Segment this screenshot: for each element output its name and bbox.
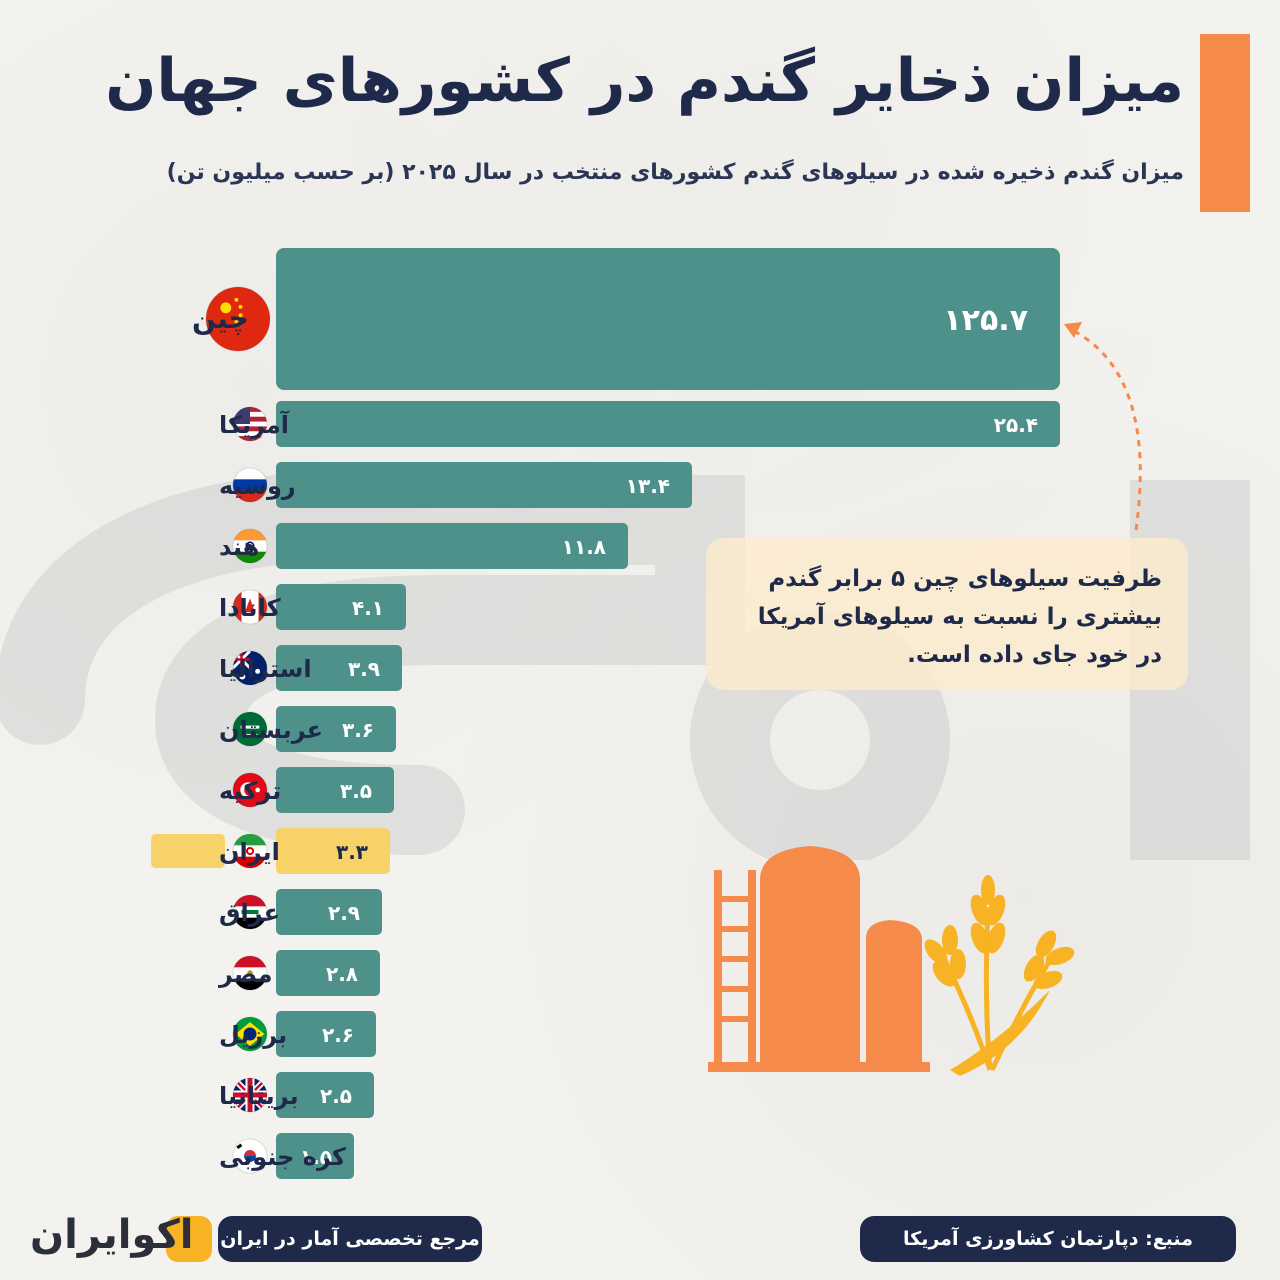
australia-flag-icon (232, 650, 268, 686)
category-label: روسیه (219, 472, 296, 500)
bar (276, 462, 692, 508)
data-label: ۲.۵ (320, 1084, 352, 1108)
silo-icon (708, 846, 930, 1072)
iran-flag-icon (232, 833, 268, 869)
wheat-icon (924, 875, 1075, 1076)
highlight-label-bg (151, 834, 225, 868)
bar (276, 401, 1060, 447)
canada-flag-icon (232, 589, 268, 625)
category-label: برزیل (219, 1021, 287, 1049)
category-label: آمریکا (219, 410, 290, 439)
category-label: بریتانیا (219, 1082, 299, 1110)
saudi-flag-icon (232, 711, 268, 747)
page-title: میزان ذخایر گندم در کشورهای جهان (105, 46, 1184, 116)
data-label: ۳.۹ (348, 657, 380, 681)
data-label: ۲.۸ (326, 962, 358, 986)
tagline-label: مرجع تخصصی آمار در ایران (218, 1216, 482, 1262)
callout-line: ظرفیت سیلوهای چین ۵ برابر گندم (768, 566, 1162, 592)
data-label: ۱۱.۸ (562, 535, 606, 559)
bar (276, 950, 380, 996)
bar (276, 1011, 376, 1057)
bar (276, 1133, 354, 1179)
turkey-flag-icon (232, 772, 268, 808)
russia-flag-icon (232, 467, 268, 503)
category-label: چین (192, 302, 249, 335)
data-label: ۳.۶ (342, 718, 374, 742)
egypt-flag-icon (232, 955, 268, 991)
category-label: هند (219, 533, 259, 561)
silo-wheat-illustration (708, 846, 1075, 1076)
category-label: کانادا (219, 594, 281, 622)
category-label: ترکیه (219, 777, 281, 805)
callout-note: ظرفیت سیلوهای چین ۵ برابر گندم بیشتری را… (706, 538, 1188, 690)
source-label: منبع: دپارتمان کشاورزی آمریکا (860, 1216, 1236, 1262)
arrow-head-icon (1064, 322, 1082, 338)
category-label: استرالیا (219, 655, 312, 683)
callout-line: در خود جای داده است. (907, 642, 1162, 668)
bar (276, 706, 396, 752)
bar (276, 828, 390, 874)
data-label: ۳.۵ (340, 779, 372, 803)
data-label: ۳.۳ (336, 840, 368, 864)
bar (276, 523, 628, 569)
brazil-flag-icon (232, 1016, 268, 1052)
india-flag-icon (232, 528, 268, 564)
category-label: ایران (219, 838, 280, 866)
brand-logo-icon (166, 1216, 212, 1262)
callout-line: بیشتری را نسبت به سیلوهای آمریکا (757, 604, 1162, 630)
category-label: کره جنوبی (219, 1143, 346, 1171)
data-label: ۱۳.۴ (626, 474, 670, 498)
data-label: ۲۵.۴ (994, 413, 1038, 437)
data-label: ۱۲۵.۷ (943, 303, 1028, 338)
bar (276, 889, 382, 935)
page-subtitle: میزان گندم ذخیره شده در سیلوهای گندم کشو… (166, 160, 1184, 185)
bar (276, 248, 1060, 390)
bar (276, 584, 406, 630)
usa-flag-icon (232, 406, 268, 442)
bar (276, 645, 402, 691)
bar (276, 1072, 374, 1118)
data-label: ۲.۹ (328, 901, 360, 925)
china-flag-icon (205, 286, 271, 352)
south-korea-flag-icon (232, 1138, 268, 1174)
callout-arrow (1071, 328, 1142, 531)
category-label: عراق (219, 899, 280, 927)
category-label: عربستان (219, 716, 323, 744)
category-label: مصر (218, 960, 272, 988)
uk-flag-icon (232, 1077, 268, 1113)
bar (276, 767, 394, 813)
data-label: ۱.۵ (300, 1145, 332, 1169)
data-label: ۴.۱ (352, 596, 384, 620)
iraq-flag-icon (232, 894, 268, 930)
accent-bar (1200, 34, 1250, 212)
brand-logo-text: اکوایران (30, 1212, 194, 1258)
data-label: ۲.۶ (322, 1023, 354, 1047)
